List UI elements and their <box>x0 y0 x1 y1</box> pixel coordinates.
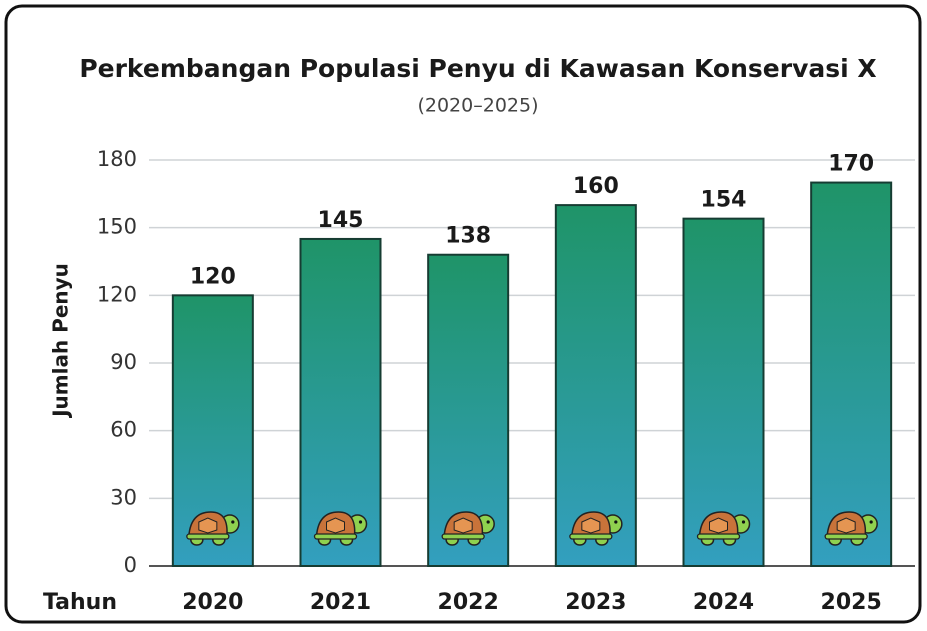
bar <box>811 183 891 566</box>
y-tick-label: 60 <box>110 418 137 442</box>
x-tick-label: 2020 <box>182 590 243 615</box>
y-tick-label: 120 <box>97 282 137 306</box>
chart: Perkembangan Populasi Penyu di Kawasan K… <box>0 0 927 627</box>
value-label: 138 <box>445 224 491 249</box>
turtle-eye <box>742 520 745 523</box>
value-label: 154 <box>701 188 747 213</box>
chart-subtitle: (2020–2025) <box>417 95 538 117</box>
turtle-belly <box>442 534 484 539</box>
value-label: 160 <box>573 174 619 199</box>
value-label: 170 <box>828 152 874 177</box>
x-tick-label: 2024 <box>693 590 754 615</box>
turtle-eye <box>487 520 490 523</box>
y-tick-label: 180 <box>97 147 137 171</box>
turtle-eye <box>231 520 234 523</box>
x-axis-label: Tahun <box>43 590 117 615</box>
turtle-belly <box>187 534 229 539</box>
y-tick-label: 90 <box>110 350 137 374</box>
turtle-eye <box>359 520 362 523</box>
turtle-belly <box>570 534 612 539</box>
turtle-belly <box>315 534 357 539</box>
x-tick-label: 2021 <box>310 590 371 615</box>
x-tick-label: 2023 <box>565 590 626 615</box>
turtle-eye <box>870 520 873 523</box>
y-tick-label: 30 <box>110 485 137 509</box>
chart-title: Perkembangan Populasi Penyu di Kawasan K… <box>79 54 876 83</box>
x-tick-label: 2022 <box>438 590 499 615</box>
value-label: 145 <box>318 208 364 233</box>
x-tick-label: 2025 <box>821 590 882 615</box>
turtle-eye <box>614 520 617 523</box>
turtle-belly <box>825 534 867 539</box>
y-axis-label: Jumlah Penyu <box>49 263 73 419</box>
y-tick-label: 150 <box>97 215 137 239</box>
y-tick-label: 0 <box>124 553 137 577</box>
turtle-belly <box>698 534 740 539</box>
value-label: 120 <box>190 264 236 289</box>
